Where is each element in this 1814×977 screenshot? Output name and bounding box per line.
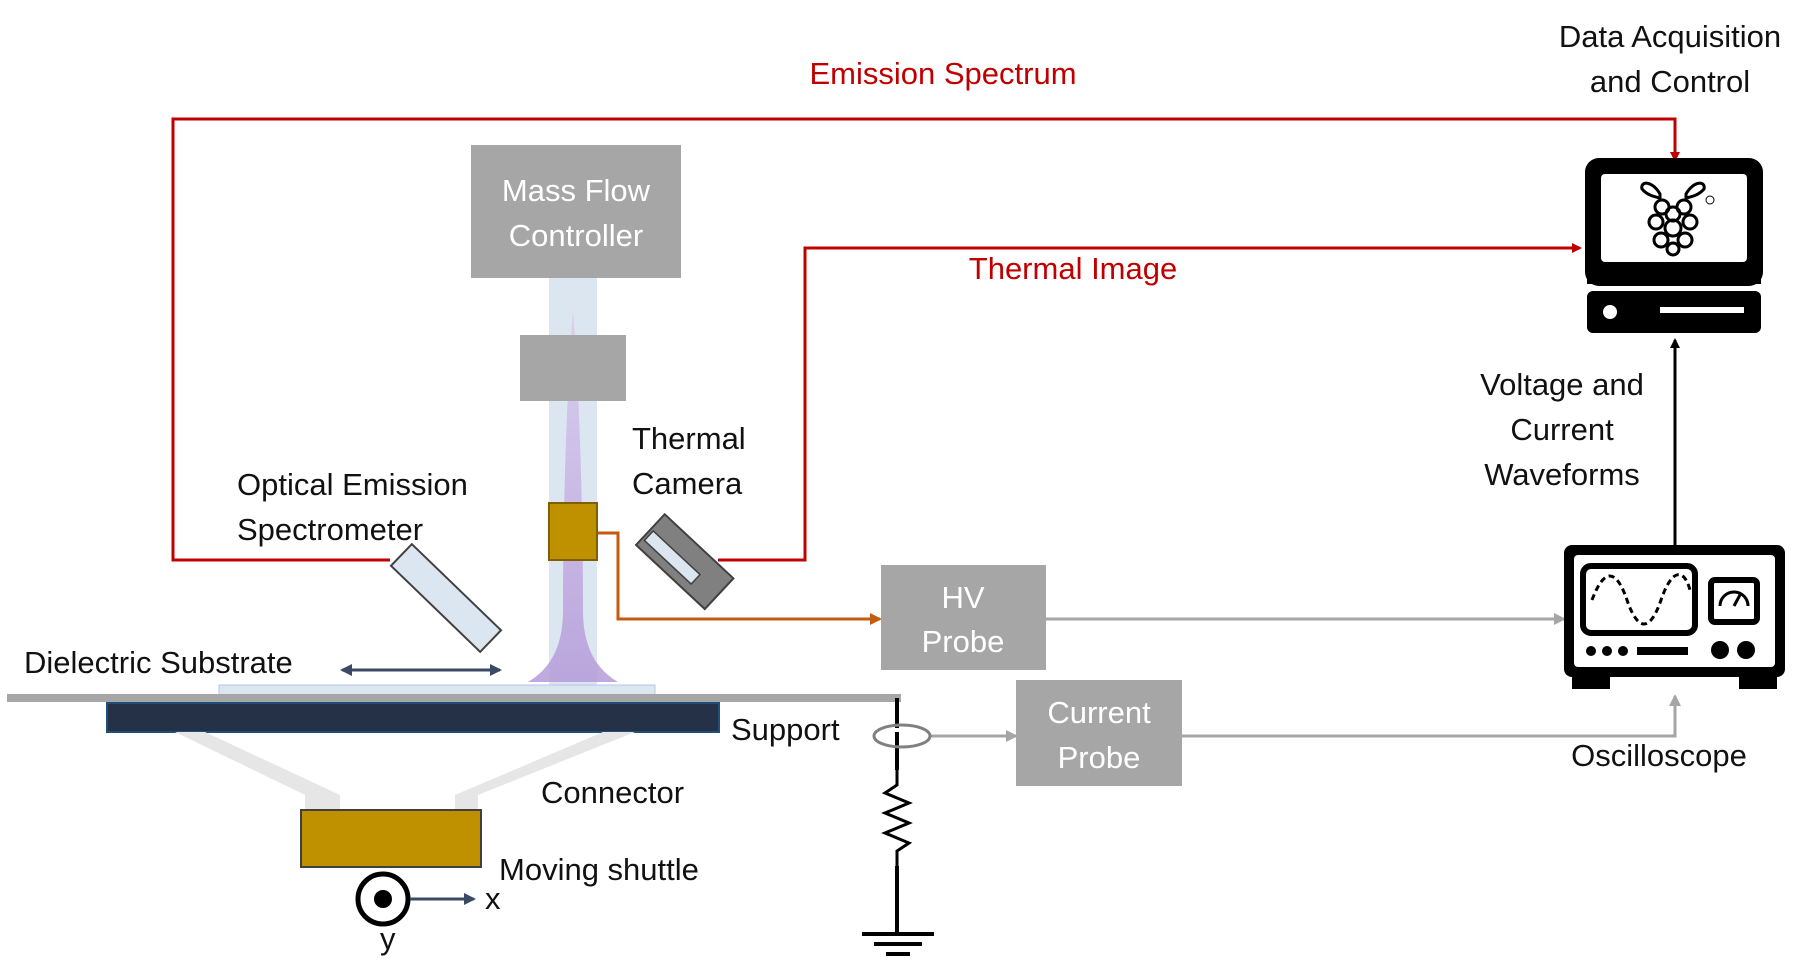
connector-right bbox=[455, 732, 635, 812]
mass-flow-controller[interactable] bbox=[471, 145, 681, 278]
support-label: Support bbox=[731, 712, 840, 747]
connector-label: Connector bbox=[541, 775, 684, 810]
current-coil bbox=[872, 723, 932, 749]
waveforms-label-1: Voltage and bbox=[1480, 367, 1644, 402]
spectrometer-probe[interactable] bbox=[389, 542, 503, 654]
hv-electrode-line bbox=[598, 531, 882, 625]
current-probe-label-1: Current bbox=[1047, 695, 1151, 730]
hv-probe-label-1: HV bbox=[941, 580, 984, 615]
data-acquisition-label-2: and Control bbox=[1590, 64, 1750, 99]
gas-fitting bbox=[520, 335, 626, 401]
plasma-jet bbox=[528, 310, 618, 682]
dielectric-substrate-label: Dielectric Substrate bbox=[24, 645, 293, 680]
emission-spectrum-line bbox=[171, 117, 1680, 562]
waveforms-label-2: Current bbox=[1510, 412, 1614, 447]
current-probe-to-oscilloscope-line bbox=[1182, 694, 1681, 738]
current-probe-label-2: Probe bbox=[1058, 740, 1141, 775]
thermal-camera-label-1: Thermal bbox=[632, 421, 746, 456]
spectrometer-label-1: Optical Emission bbox=[237, 467, 468, 502]
dielectric-substrate bbox=[218, 684, 656, 696]
hv-probe-label-2: Probe bbox=[922, 624, 1005, 659]
thermal-camera-label-2: Camera bbox=[632, 466, 743, 501]
moving-shuttle-label: Moving shuttle bbox=[499, 852, 699, 887]
raspberry-pi-computer-icon[interactable] bbox=[1585, 158, 1763, 333]
oscilloscope-label: Oscilloscope bbox=[1571, 738, 1747, 773]
axis-y-label: y bbox=[380, 921, 396, 956]
support-rail bbox=[7, 694, 901, 702]
data-acquisition-label-1: Data Acquisition bbox=[1559, 19, 1781, 54]
raspberry-pi-logo-icon bbox=[1640, 181, 1706, 257]
ground-symbol-icon bbox=[862, 932, 934, 956]
mass-flow-label-1: Mass Flow bbox=[502, 173, 651, 208]
resistor-icon bbox=[881, 770, 913, 866]
thermal-image-label: Thermal Image bbox=[969, 251, 1177, 286]
spectrometer-label-2: Spectrometer bbox=[237, 512, 423, 547]
axis-x-label: x bbox=[485, 881, 501, 916]
thermal-image-line bbox=[718, 243, 1582, 562]
connector-left bbox=[175, 732, 340, 812]
mass-flow-label-2: Controller bbox=[509, 218, 643, 253]
hv-electrode bbox=[548, 502, 598, 561]
oscilloscope-icon[interactable] bbox=[1564, 545, 1785, 689]
support-plate[interactable] bbox=[106, 702, 720, 733]
thermal-camera[interactable] bbox=[634, 512, 735, 611]
emission-spectrum-label: Emission Spectrum bbox=[809, 56, 1076, 91]
waveforms-label-3: Waveforms bbox=[1484, 457, 1640, 492]
y-axis-dot-icon bbox=[374, 890, 392, 908]
current-probe[interactable] bbox=[1016, 680, 1182, 786]
moving-shuttle[interactable] bbox=[300, 809, 482, 868]
hv-probe[interactable] bbox=[881, 565, 1046, 670]
